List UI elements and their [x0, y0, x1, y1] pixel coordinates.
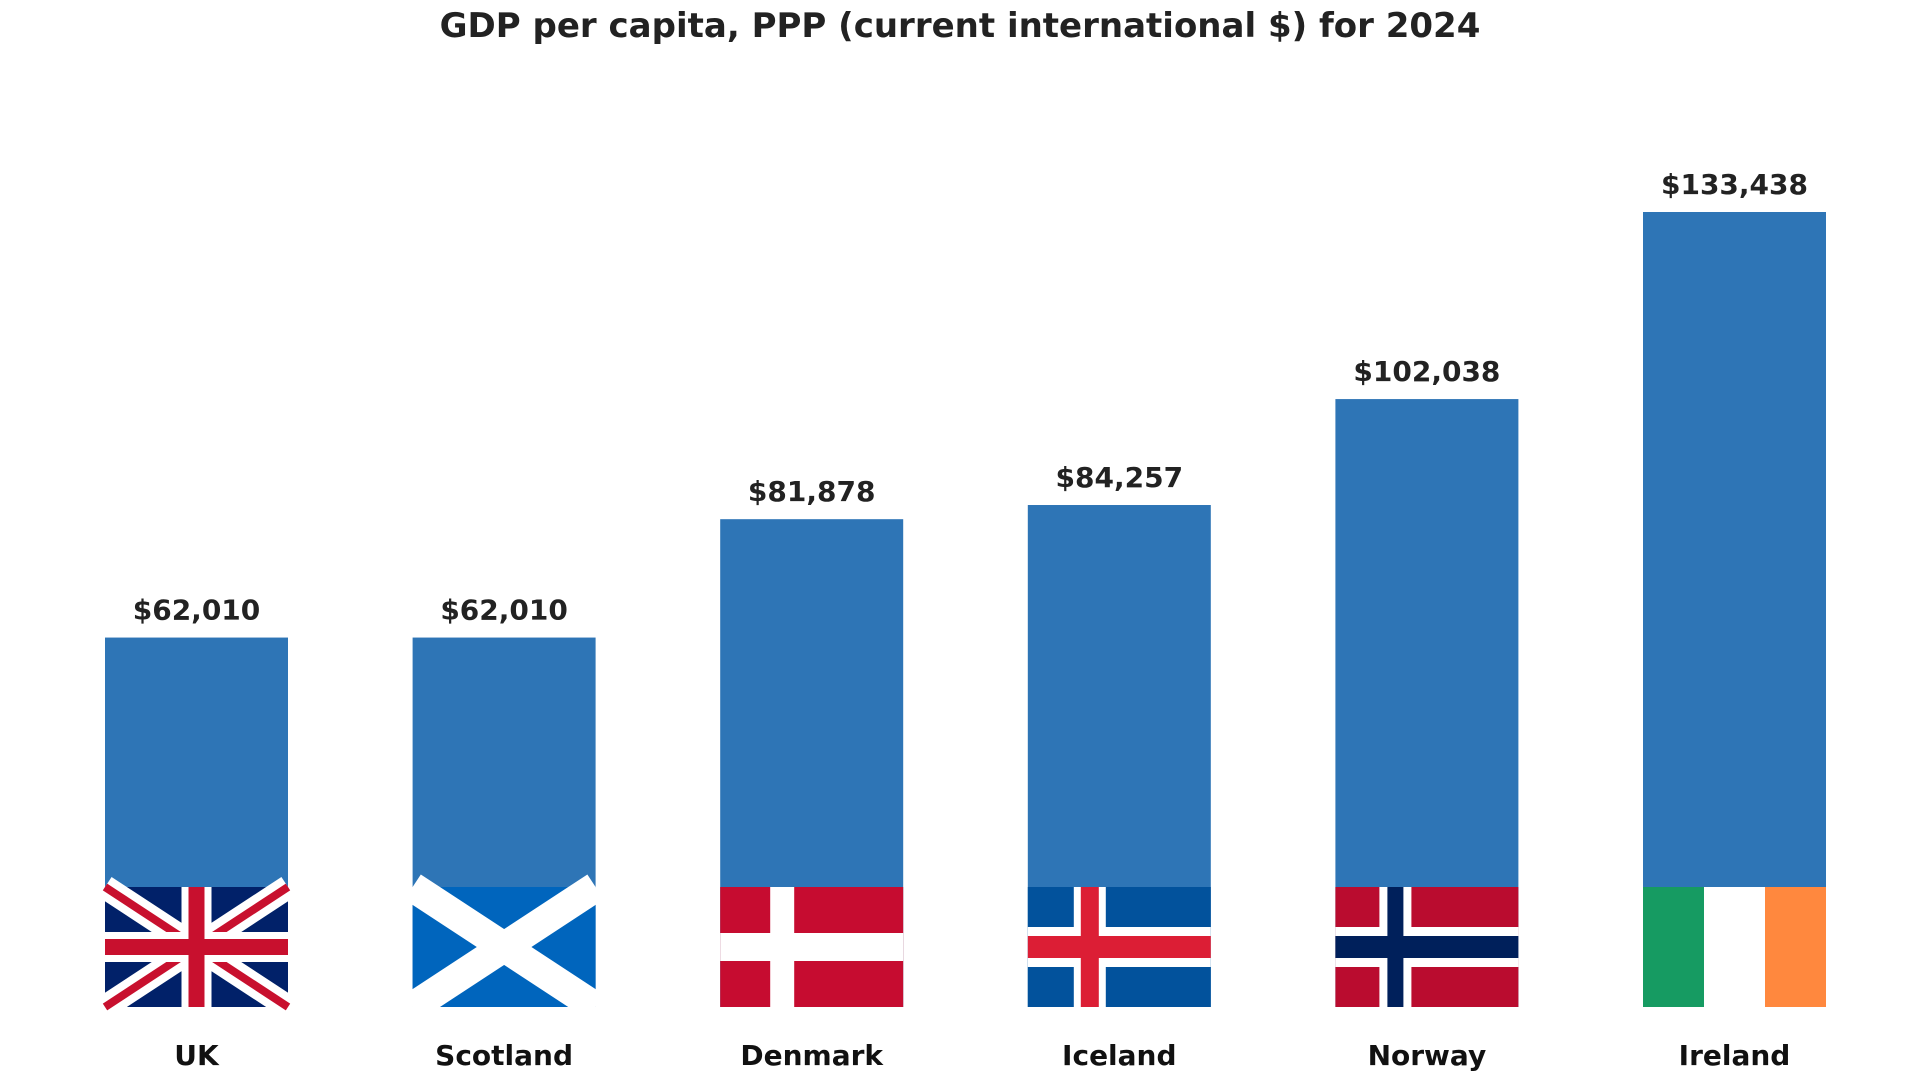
- chart-title: GDP per capita, PPP (current internation…: [439, 6, 1481, 46]
- value-label: $84,257: [1056, 461, 1184, 494]
- category-label: Scotland: [435, 1039, 573, 1072]
- category-label: UK: [174, 1039, 220, 1072]
- ireland-flag-icon: [1643, 887, 1826, 1007]
- bar-ireland: [1643, 212, 1826, 1007]
- value-label: $133,438: [1661, 168, 1808, 201]
- value-label: $102,038: [1353, 355, 1500, 388]
- category-label: Iceland: [1062, 1039, 1176, 1072]
- norway-flag-icon: [1335, 887, 1519, 1007]
- denmark-flag-icon: [720, 887, 904, 1007]
- uk-flag-icon: [98, 876, 295, 1018]
- value-label: $62,010: [440, 594, 568, 627]
- category-label: Denmark: [740, 1039, 884, 1072]
- category-label: Norway: [1368, 1039, 1487, 1072]
- scotland-flag-icon: [404, 874, 604, 1020]
- value-label: $62,010: [133, 594, 261, 627]
- category-label: Ireland: [1679, 1039, 1791, 1072]
- iceland-flag-icon: [1027, 887, 1211, 1007]
- value-label: $81,878: [748, 475, 876, 508]
